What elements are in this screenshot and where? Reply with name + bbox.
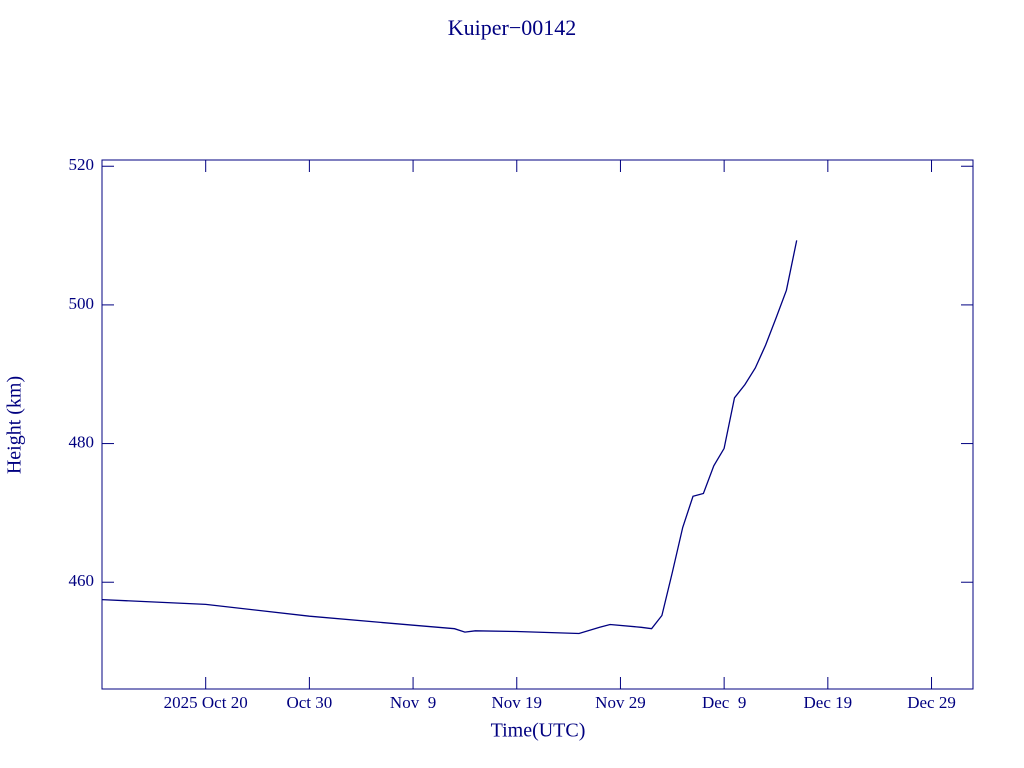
x-tick-label: Nov 29	[595, 693, 646, 712]
chart-title: Kuiper−00142	[448, 15, 577, 40]
plot-frame	[101, 159, 974, 690]
y-tick-label: 500	[69, 294, 95, 313]
x-tick-label: Oct 30	[286, 693, 332, 712]
y-axis-label: Height (km)	[4, 376, 26, 474]
data-line	[101, 240, 798, 635]
x-tick-label: Nov 19	[491, 693, 542, 712]
x-tick-label: 2025 Oct 20	[164, 693, 248, 712]
x-tick-label: Dec 19	[804, 693, 853, 712]
y-tick-label: 480	[69, 432, 95, 451]
y-tick-label: 460	[69, 571, 95, 590]
x-tick-label: Nov 9	[390, 693, 436, 712]
x-tick-label: Dec 9	[702, 693, 746, 712]
x-tick-label: Dec 29	[907, 693, 956, 712]
y-tick-label: 520	[69, 155, 95, 174]
x-axis-label: Time(UTC)	[491, 720, 586, 742]
